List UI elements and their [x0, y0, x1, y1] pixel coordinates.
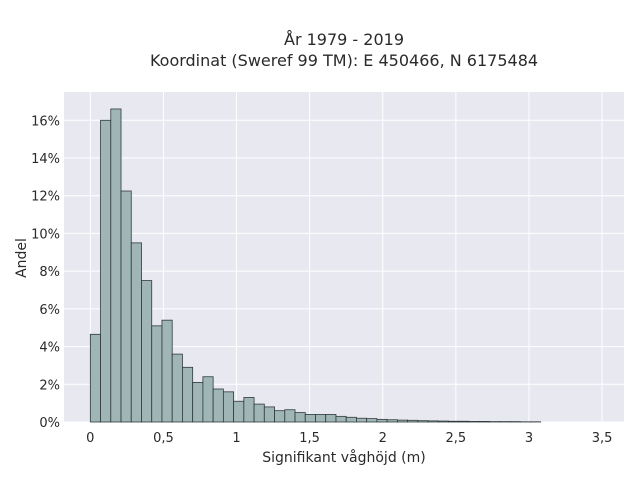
histogram-bar: [386, 419, 398, 423]
histogram-bar: [335, 415, 347, 423]
histogram-bar: [222, 391, 235, 423]
histogram-bars: [89, 108, 542, 423]
histogram-bar: [130, 242, 142, 423]
histogram-bar: [478, 421, 490, 423]
histogram-bar: [120, 190, 132, 423]
x-axis-label: Signifikant våghöjd (m): [262, 449, 425, 466]
x-tick-label: 2,5: [446, 431, 467, 446]
chart-title: År 1979 - 2019: [284, 30, 404, 49]
histogram-bar: [161, 319, 173, 423]
histogram-bar: [89, 333, 101, 423]
histogram-bar: [284, 409, 296, 423]
x-tick-label: 0: [86, 431, 94, 446]
histogram-bar: [417, 420, 429, 423]
histogram-bar: [468, 421, 480, 423]
histogram-bar: [212, 388, 224, 423]
histogram-bar: [366, 418, 378, 423]
x-tick-label: 0,5: [153, 431, 174, 446]
histogram-bar: [325, 414, 337, 423]
y-tick-label: 0%: [39, 416, 60, 431]
histogram-bar: [243, 397, 255, 423]
histogram-bar: [171, 353, 183, 423]
x-tick-label: 1: [232, 431, 240, 446]
histogram-bar: [376, 418, 388, 423]
histogram-bar: [253, 403, 265, 423]
x-tick-label: 3: [525, 431, 533, 446]
histogram-bar: [427, 420, 439, 423]
histogram-bar: [263, 406, 275, 423]
y-tick-label: 2%: [39, 378, 60, 393]
y-tick-label: 16%: [31, 114, 60, 129]
histogram-bar: [151, 325, 163, 423]
y-tick-label: 4%: [39, 341, 60, 356]
histogram-bar: [141, 280, 153, 423]
histogram-bar: [437, 420, 449, 423]
axis-ticks: 0 0,5 1 1,5 2 2,5 3 3,5 0% 2% 4% 6% 8% 10% 12% 14% 16%: [31, 114, 612, 446]
histogram-bar: [182, 366, 194, 423]
histogram-bar: [274, 410, 286, 423]
histogram-bar: [396, 419, 409, 423]
histogram-bar: [100, 119, 112, 423]
histogram-bar: [192, 381, 204, 423]
histogram-bar: [304, 414, 316, 423]
histogram-bar: [345, 416, 357, 423]
y-tick-label: 6%: [39, 303, 60, 318]
histogram-bar: [315, 414, 327, 423]
histogram-bar: [294, 412, 306, 423]
y-tick-label: 14%: [31, 152, 60, 167]
histogram-bar: [356, 417, 368, 423]
y-tick-label: 8%: [39, 265, 60, 280]
x-tick-label: 2: [379, 431, 387, 446]
histogram-bar: [407, 419, 419, 423]
histogram-bar: [202, 376, 214, 423]
histogram-bar: [233, 400, 245, 423]
histogram-bar: [458, 420, 470, 423]
chart-subtitle: Koordinat (Sweref 99 TM): E 450466, N 61…: [150, 51, 538, 70]
y-tick-label: 10%: [31, 227, 60, 242]
x-tick-label: 3,5: [592, 431, 613, 446]
y-tick-label: 12%: [31, 190, 60, 205]
histogram-bar: [110, 108, 122, 423]
y-axis-label: Andel: [14, 238, 30, 278]
x-tick-label: 1,5: [299, 431, 320, 446]
histogram-bar: [448, 420, 460, 423]
